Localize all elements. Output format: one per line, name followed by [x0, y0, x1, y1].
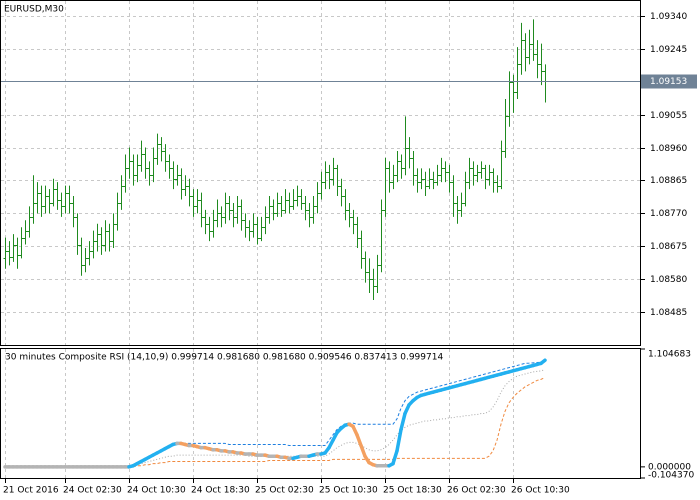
main-pane: [0, 0, 641, 346]
symbol-title: EURUSD,M30: [4, 5, 64, 15]
y-tick-label: 1.08865: [650, 176, 687, 186]
last-price-box: [641, 74, 697, 89]
x-tick-label: 25 Oct 18:30: [383, 486, 442, 496]
indicator-pane: [0, 348, 641, 479]
x-tick-label: 25 Oct 10:30: [319, 486, 378, 496]
last-price-label: 1.09153: [650, 77, 687, 87]
indicator-title: 30 minutes Composite RSI (14,10,9) 0.999…: [5, 353, 443, 363]
y-tick-label: 1.09055: [650, 111, 687, 121]
x-tick-label: 24 Oct 10:30: [127, 486, 186, 496]
composite-rsi-segment: [391, 449, 399, 466]
x-tick-label: 26 Oct 02:30: [447, 486, 506, 496]
y-tick-label: 1.08675: [650, 242, 687, 252]
x-tick-label: 24 Oct 02:30: [63, 486, 122, 496]
y-tick-label: 1.08580: [650, 275, 687, 285]
x-tick-label: 26 Oct 10:30: [511, 486, 570, 496]
y-tick-label: 0.000000: [648, 462, 691, 472]
x-tick-label: 24 Oct 18:30: [191, 486, 250, 496]
composite-rsi-segment: [539, 358, 547, 366]
y-tick-label: -0.104370: [648, 471, 694, 481]
composite-rsi-segment: [395, 427, 403, 453]
x-tick-label: 25 Oct 02:30: [255, 486, 314, 496]
y-tick-label: 1.08485: [650, 308, 687, 318]
indicator-line: [132, 369, 546, 467]
y-tick-label: 1.08960: [650, 144, 687, 154]
composite-rsi-segment: [359, 443, 367, 458]
composite-rsi-segment: [399, 411, 407, 432]
y-tick-label: 1.09340: [650, 12, 687, 22]
composite-rsi-segment: [355, 433, 363, 448]
x-tick-label: 21 Oct 2016: [3, 486, 59, 496]
y-tick-label: 1.09245: [650, 45, 687, 55]
indicator-line: [132, 377, 546, 468]
y-tick-label: 1.08770: [650, 209, 687, 219]
y-tick-label: 1.104683: [648, 350, 691, 360]
